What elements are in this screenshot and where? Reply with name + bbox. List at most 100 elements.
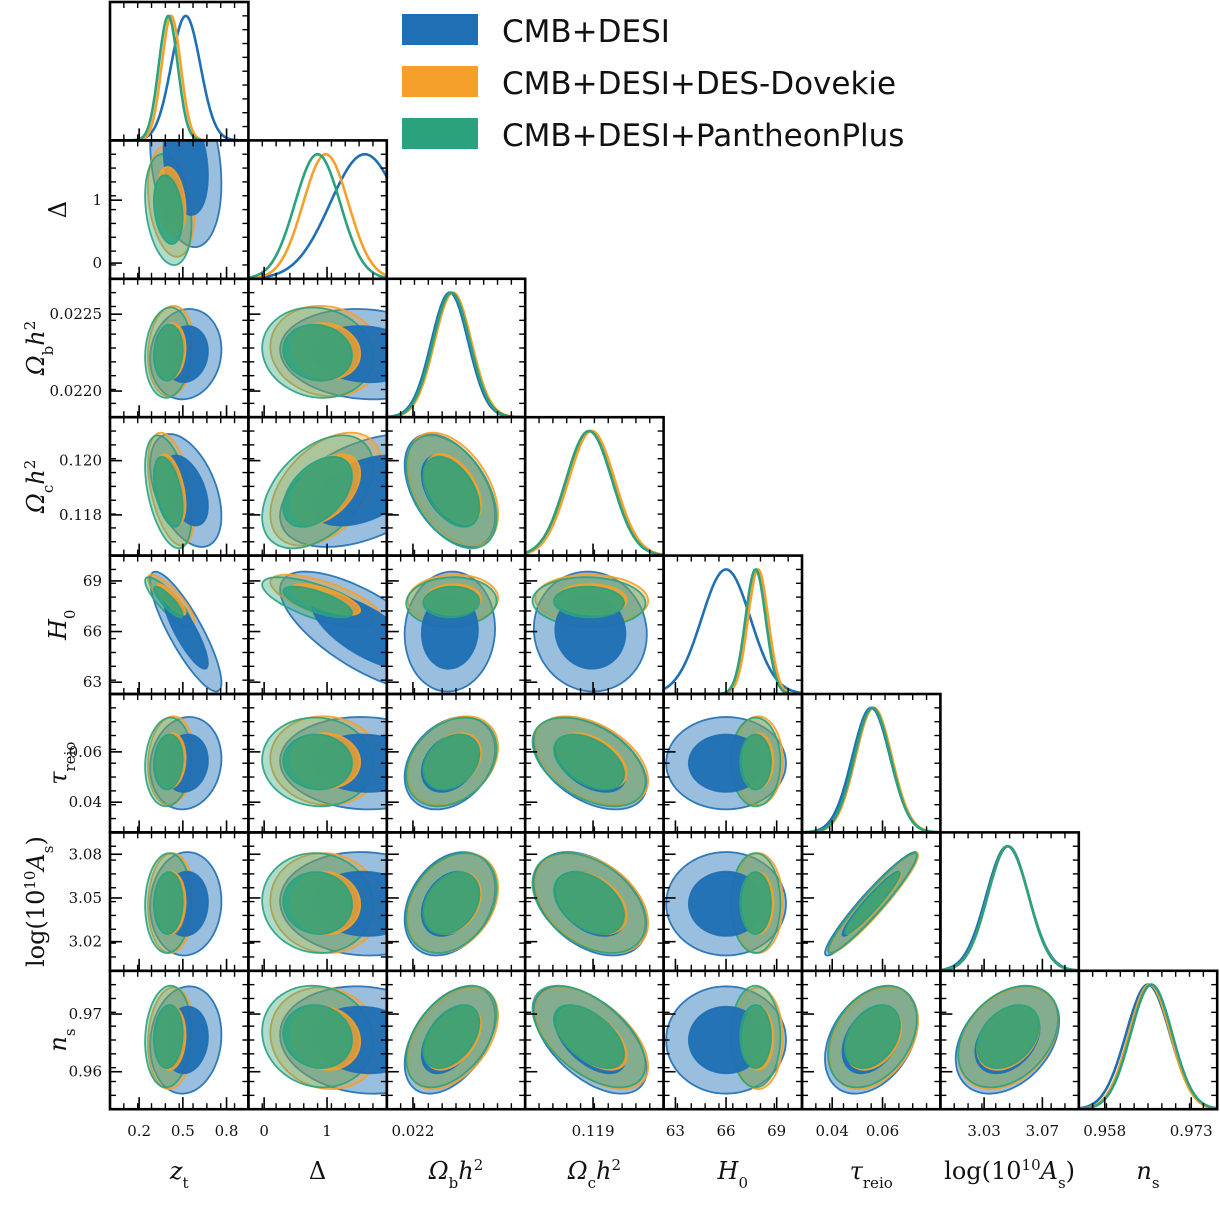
panel-content xyxy=(525,429,664,556)
contour-inner-CMB+DESI+PantheonPlus xyxy=(282,733,353,791)
panel-zt-logA xyxy=(108,831,250,973)
panel-content xyxy=(802,706,941,833)
legend-label-0: CMB+DESI xyxy=(502,14,670,50)
panel-content xyxy=(531,570,650,693)
axis-label-Delta-x: Δ xyxy=(309,1157,326,1185)
panel-frame xyxy=(1077,969,1219,1111)
axis-label-omch2-x: Ωch2 xyxy=(567,1156,621,1192)
panel-content xyxy=(144,851,223,957)
x-tick-label-zt: 0.5 xyxy=(171,1122,195,1140)
panel-H0-tau xyxy=(662,692,804,834)
panel-omch2-logA xyxy=(523,831,665,973)
y-tick-label-ombh2: 0.0220 xyxy=(50,382,103,400)
panel-content xyxy=(110,14,249,141)
y-tick-label-logA: 3.02 xyxy=(69,933,102,951)
panel-ns-ns xyxy=(1077,969,1219,1111)
axis-label-omch2-y: Ωch2 xyxy=(21,460,57,514)
panel-content xyxy=(665,984,787,1095)
panel-content xyxy=(403,431,500,550)
panel-ticks xyxy=(248,970,387,1110)
marginal-curve-CMB+DESI+PantheonPlus xyxy=(940,845,1079,971)
y-tick-label-H0: 69 xyxy=(83,572,102,590)
contour-inner-CMB+DESI+PantheonPlus xyxy=(153,455,184,528)
contour-inner-CMB+DESI+PantheonPlus xyxy=(282,455,353,528)
contour-inner-CMB+DESI+PantheonPlus xyxy=(843,871,901,935)
marginal-curve-CMB+DESI+PantheonPlus xyxy=(386,291,526,418)
y-tick-label-H0: 66 xyxy=(83,623,102,641)
panel-ticks xyxy=(386,417,526,556)
marginal-curve-CMB+DESI+DES-Dovekie xyxy=(110,14,249,141)
axis-label-H0-y: H0 xyxy=(44,610,79,641)
marginal-curve-CMB+DESI+DES-Dovekie xyxy=(1078,983,1218,1110)
panel-ticks xyxy=(386,832,526,971)
marginal-curve-CMB+DESI+PantheonPlus xyxy=(663,568,802,694)
contour-inner-CMB+DESI+PantheonPlus xyxy=(153,733,184,791)
panel-Delta-logA xyxy=(247,831,389,973)
panel-content xyxy=(531,984,650,1095)
panel-content xyxy=(386,291,526,418)
x-tick-label-H0: 69 xyxy=(767,1122,786,1140)
marginal-curve-CMB+DESI xyxy=(940,844,1079,971)
panel-Delta-ns xyxy=(247,969,389,1111)
marginal-curve-CMB+DESI xyxy=(663,568,802,694)
contour-inner-CMB+DESI+PantheonPlus xyxy=(153,585,184,619)
panel-ombh2-omch2 xyxy=(385,415,527,557)
panel-content xyxy=(663,567,802,694)
panel-content xyxy=(261,304,387,401)
panel-ticks xyxy=(538,417,664,556)
contour-inner-CMB+DESI+PantheonPlus xyxy=(422,871,481,936)
panel-content xyxy=(531,715,650,811)
panel-content xyxy=(954,984,1060,1095)
x-tick-label-Delta: 1 xyxy=(322,1122,332,1140)
x-tick-label-ns: 0.973 xyxy=(1170,1122,1213,1140)
axis-label-logA-x: log(1010As) xyxy=(944,1156,1075,1192)
contour-inner-CMB+DESI+PantheonPlus xyxy=(552,733,625,791)
contour-inner-CMB+DESI+PantheonPlus xyxy=(422,455,481,528)
axis-label-H0-x: H0 xyxy=(717,1157,748,1192)
contour-inner-CMB+DESI+PantheonPlus xyxy=(739,871,772,936)
legend-label-1: CMB+DESI+DES-Dovekie xyxy=(502,66,896,102)
panel-zt-ns xyxy=(108,969,250,1111)
panel-content xyxy=(261,431,387,550)
contour-inner-CMB+DESI+PantheonPlus xyxy=(282,1004,353,1070)
axis-label-zt-x: zt xyxy=(169,1157,189,1192)
panel-ombh2-ombh2 xyxy=(385,277,527,419)
panel-ticks xyxy=(110,417,249,556)
axis-label-ombh2-x: Ωbh2 xyxy=(428,1156,484,1192)
x-tick-label-zt: 0.8 xyxy=(215,1122,239,1140)
panel-ticks xyxy=(248,694,387,833)
contour-inner-CMB+DESI+PantheonPlus xyxy=(153,1004,184,1070)
panel-ticks xyxy=(940,970,1079,1110)
panel-content xyxy=(403,851,500,957)
panel-ticks xyxy=(802,970,941,1110)
contour-inner-CMB+DESI+PantheonPlus xyxy=(282,871,353,935)
axis-label-tau-y: τreio xyxy=(44,742,79,785)
x-tick-label-ns: 0.958 xyxy=(1083,1122,1126,1140)
panel-logA-logA xyxy=(939,831,1081,973)
contour-inner-CMB+DESI+PantheonPlus xyxy=(552,585,625,619)
panel-zt-zt xyxy=(108,0,250,142)
contour-inner-CMB+DESI+PantheonPlus xyxy=(976,1004,1040,1070)
x-tick-label-logA: 3.03 xyxy=(967,1122,1000,1140)
marginal-curve-CMB+DESI+PantheonPlus xyxy=(1078,983,1218,1110)
panel-tau-ns xyxy=(800,969,942,1111)
marginal-curve-CMB+DESI+DES-Dovekie xyxy=(940,845,1079,971)
contour-inner-CMB+DESI+PantheonPlus xyxy=(422,733,481,791)
panel-content xyxy=(144,140,223,266)
y-tick-label-logA: 3.08 xyxy=(69,845,102,863)
marginal-curve-CMB+DESI+DES-Dovekie xyxy=(663,567,802,694)
panel-ticks xyxy=(248,417,387,556)
y-tick-label-omch2: 0.120 xyxy=(59,452,102,470)
x-tick-label-tau: 0.06 xyxy=(866,1122,899,1140)
panel-omch2-H0 xyxy=(523,554,665,696)
panel-ombh2-ns xyxy=(385,969,527,1111)
marginal-curve-CMB+DESI+PantheonPlus xyxy=(110,14,249,141)
panel-Delta-Delta xyxy=(247,139,389,281)
x-tick-label-H0: 63 xyxy=(666,1122,685,1140)
panel-content xyxy=(248,152,387,279)
marginal-curve-CMB+DESI xyxy=(386,291,526,418)
panel-content xyxy=(144,715,223,811)
y-tick-label-Delta: 1 xyxy=(92,191,102,209)
panel-omch2-tau xyxy=(523,692,665,834)
